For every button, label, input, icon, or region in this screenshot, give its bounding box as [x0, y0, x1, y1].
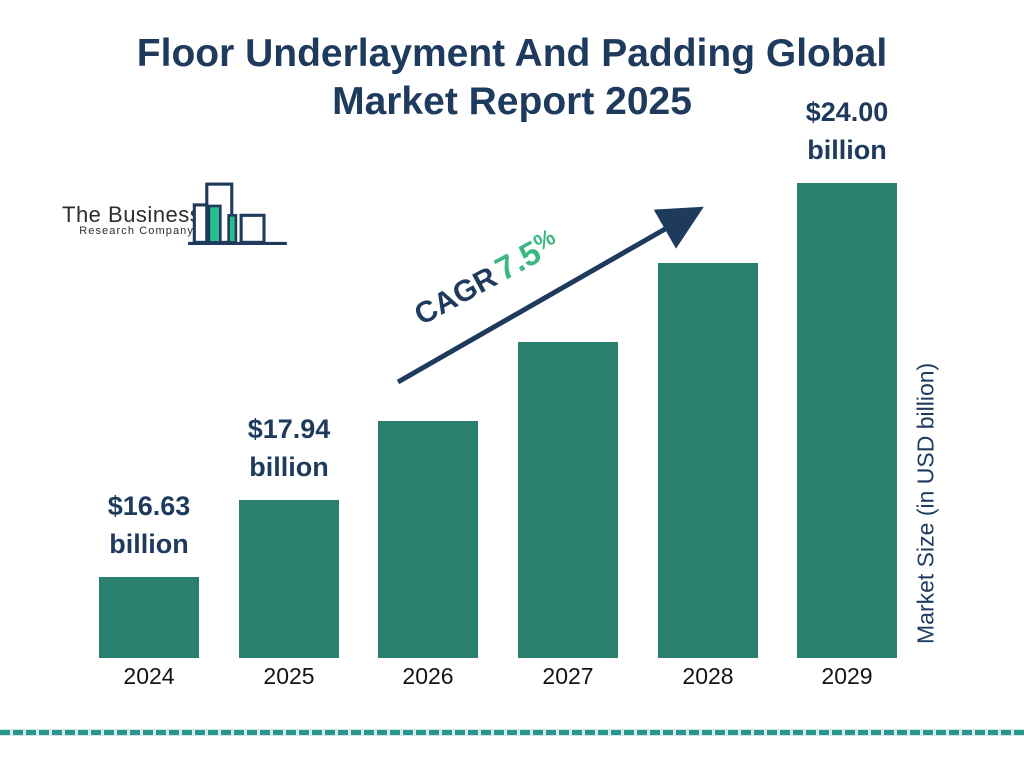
bar-group-2027: 2027 — [518, 0, 618, 768]
page-title-line1: Floor Underlayment And Padding Global — [136, 32, 888, 75]
logo-company-name: The Business — [62, 202, 202, 227]
bar-2029 — [797, 183, 897, 658]
value-label-2025: $17.94 billion — [247, 414, 331, 482]
year-label-2024: 2024 — [123, 663, 175, 689]
y-axis-label: Market Size (in USD billion) — [912, 362, 939, 644]
value-label-2024: $16.63 billion — [107, 491, 191, 559]
bar-2024 — [99, 577, 199, 658]
year-label-2028: 2028 — [682, 663, 734, 689]
year-label-2029: 2029 — [821, 663, 873, 689]
logo-company-subname: Research Company — [79, 225, 194, 237]
bar-group-2029: 2029 $24.00 billion — [797, 0, 897, 768]
bar-2026 — [378, 421, 478, 658]
bar-group-2024: 2024 $16.63 billion — [99, 0, 199, 768]
value-label-2029: $24.00 billion — [805, 97, 889, 165]
bar-chart-logo-icon — [186, 165, 290, 254]
bar-group-2026: 2026 — [378, 0, 478, 768]
year-label-2025: 2025 — [263, 663, 315, 689]
bar-2025 — [239, 500, 339, 658]
page-title: Floor Underlayment And Padding Global Ma… — [0, 30, 1024, 126]
year-label-2027: 2027 — [542, 663, 594, 689]
bar-2028 — [658, 263, 758, 658]
company-logo: The Business Research Company — [58, 162, 298, 252]
page-title-line2: Market Report 2025 — [332, 80, 692, 123]
bar-group-2025: 2025 $17.94 billion — [239, 0, 339, 768]
year-label-2026: 2026 — [402, 663, 454, 689]
bottom-dashed-divider — [0, 729, 1024, 736]
bar-2027 — [518, 342, 618, 658]
